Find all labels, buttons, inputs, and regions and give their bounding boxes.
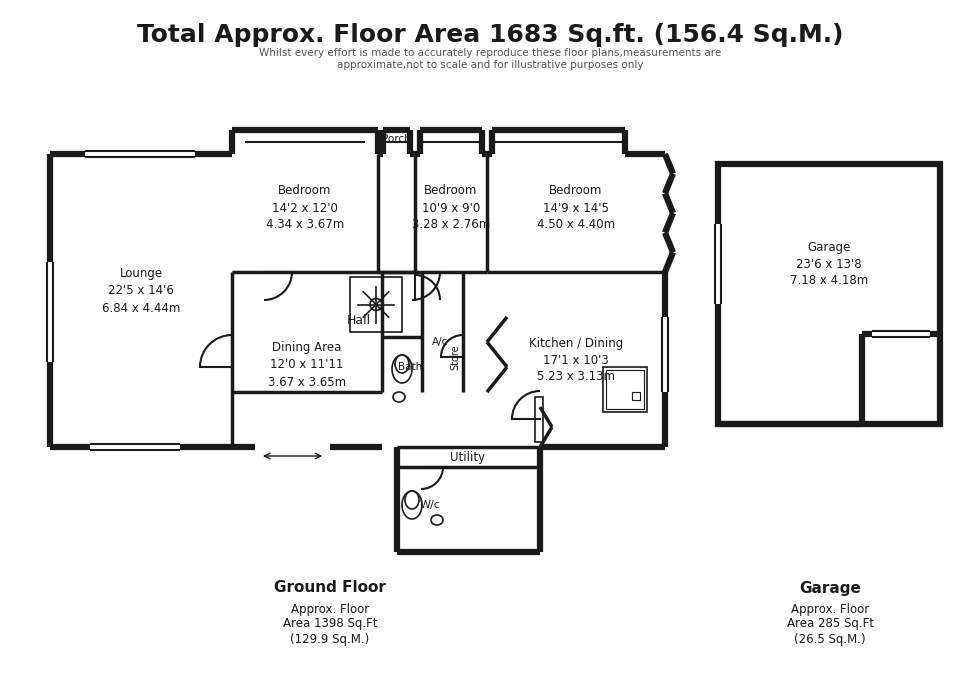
Text: Bedroom
10'9 x 9'0
3.28 x 2.76m: Bedroom 10'9 x 9'0 3.28 x 2.76m [412,185,490,232]
Bar [232,272,487,392]
Text: W/c: W/c [419,500,440,510]
Bar [255,442,330,452]
Bar [492,130,625,154]
Bar [487,272,665,447]
Bar [397,447,540,552]
Bar [382,272,463,447]
Bar [350,277,402,332]
Bar [50,154,232,447]
Bar [232,154,378,272]
Ellipse shape [392,355,412,383]
Bar [872,330,930,338]
Bar [714,224,722,304]
Text: Lounge
22'5 x 14'6
6.84 x 4.44m: Lounge 22'5 x 14'6 6.84 x 4.44m [102,268,180,314]
Text: Whilst every effort is made to accurately reproduce these floor plans,measuremen: Whilst every effort is made to accuratel… [259,48,721,70]
Bar [718,164,940,424]
Bar [603,367,647,412]
Ellipse shape [393,392,405,402]
Text: Hall: Hall [347,313,371,327]
Bar [383,130,410,154]
Ellipse shape [431,515,443,525]
Bar [661,317,669,392]
Text: Bedroom
14'9 x 14'5
4.50 x 4.40m: Bedroom 14'9 x 14'5 4.50 x 4.40m [537,185,615,232]
Bar [487,154,665,272]
Bar [862,334,942,424]
Text: Porch: Porch [381,134,411,144]
Bar [632,392,640,400]
Text: Bedroom
14'2 x 12'0
4.34 x 3.67m: Bedroom 14'2 x 12'0 4.34 x 3.67m [266,185,344,232]
Text: Utility: Utility [451,450,485,464]
Text: Total Approx. Floor Area 1683 Sq.ft. (156.4 Sq.M.): Total Approx. Floor Area 1683 Sq.ft. (15… [137,23,843,47]
Text: Store: Store [450,344,460,370]
Text: Approx. Floor
Area 285 Sq.Ft
(26.5 Sq.M.): Approx. Floor Area 285 Sq.Ft (26.5 Sq.M.… [787,603,873,646]
Text: Dining Area
12'0 x 11'11
3.67 x 3.65m: Dining Area 12'0 x 11'11 3.67 x 3.65m [268,341,346,388]
Bar [46,262,54,362]
Bar [232,272,382,447]
Text: Bath: Bath [398,362,422,372]
Bar [85,150,195,158]
Text: Approx. Floor
Area 1398 Sq.Ft
(129.9 Sq.M.): Approx. Floor Area 1398 Sq.Ft (129.9 Sq.… [283,603,377,646]
Bar [535,397,543,442]
Text: Ground Floor: Ground Floor [274,581,386,596]
Bar [420,130,482,154]
Bar [245,130,365,154]
Bar [606,370,644,409]
Text: Garage: Garage [799,581,861,596]
Bar [378,154,415,272]
Text: Kitchen / Dining
17'1 x 10'3
5.23 x 3.13m: Kitchen / Dining 17'1 x 10'3 5.23 x 3.13… [529,336,623,383]
Ellipse shape [405,491,419,509]
Bar [90,443,180,451]
Ellipse shape [402,491,422,519]
Bar [415,154,487,272]
Text: Garage
23'6 x 13'8
7.18 x 4.18m: Garage 23'6 x 13'8 7.18 x 4.18m [790,241,868,287]
Ellipse shape [395,355,409,373]
Text: A/c: A/c [432,337,448,347]
